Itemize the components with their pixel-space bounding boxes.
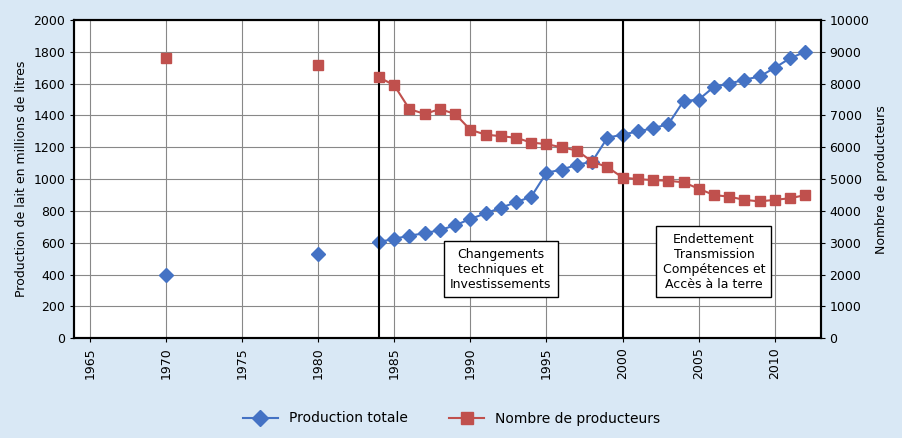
Text: Endettement
Transmission
Compétences et
Accès à la terre: Endettement Transmission Compétences et … [662, 233, 764, 290]
Legend: Production totale, Nombre de producteurs: Production totale, Nombre de producteurs [237, 406, 665, 431]
Y-axis label: Production de lait en millions de litres: Production de lait en millions de litres [15, 61, 28, 297]
Y-axis label: Nombre de producteurs: Nombre de producteurs [874, 105, 887, 254]
Text: Changements
techniques et
Investissements: Changements techniques et Investissement… [449, 247, 551, 290]
